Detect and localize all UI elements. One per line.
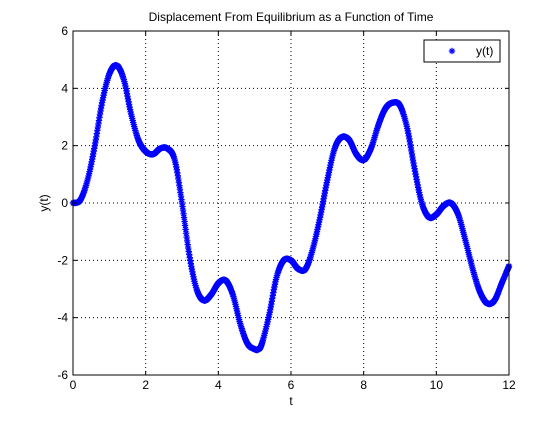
y-tick-label: -2 bbox=[57, 253, 68, 267]
x-tick-label: 2 bbox=[142, 378, 149, 392]
y-tick-label: 4 bbox=[61, 81, 68, 95]
chart-title: Displacement From Equilibrium as a Funct… bbox=[149, 10, 434, 24]
legend-marker-icon bbox=[448, 47, 456, 55]
grid bbox=[73, 31, 509, 375]
data-point bbox=[179, 206, 187, 214]
marker-stroke bbox=[449, 48, 455, 54]
legend-box bbox=[423, 39, 501, 63]
y-tick-label: 6 bbox=[61, 24, 68, 38]
ticks: 0 2 4 6 8 10 12 6 4 2 0 -2 -4 -6 bbox=[57, 24, 516, 392]
y-axis-label: y(t) bbox=[37, 194, 51, 211]
legend-marker-glyph bbox=[448, 47, 456, 55]
legend: y(t) bbox=[423, 39, 501, 63]
y-tick-label: -6 bbox=[57, 368, 68, 382]
x-tick-label: 4 bbox=[215, 378, 222, 392]
x-tick-label: 0 bbox=[70, 378, 77, 392]
y-tick-label: -4 bbox=[57, 311, 68, 325]
x-axis-label: t bbox=[289, 394, 293, 408]
x-tick-label: 8 bbox=[360, 378, 367, 392]
y-tick-label: 2 bbox=[61, 139, 68, 153]
x-tick-label: 10 bbox=[430, 378, 444, 392]
legend-label: y(t) bbox=[476, 44, 493, 58]
x-tick-label: 6 bbox=[288, 378, 295, 392]
x-tick-label: 12 bbox=[502, 378, 516, 392]
y-tick-label: 0 bbox=[61, 196, 68, 210]
series-y bbox=[69, 62, 513, 354]
